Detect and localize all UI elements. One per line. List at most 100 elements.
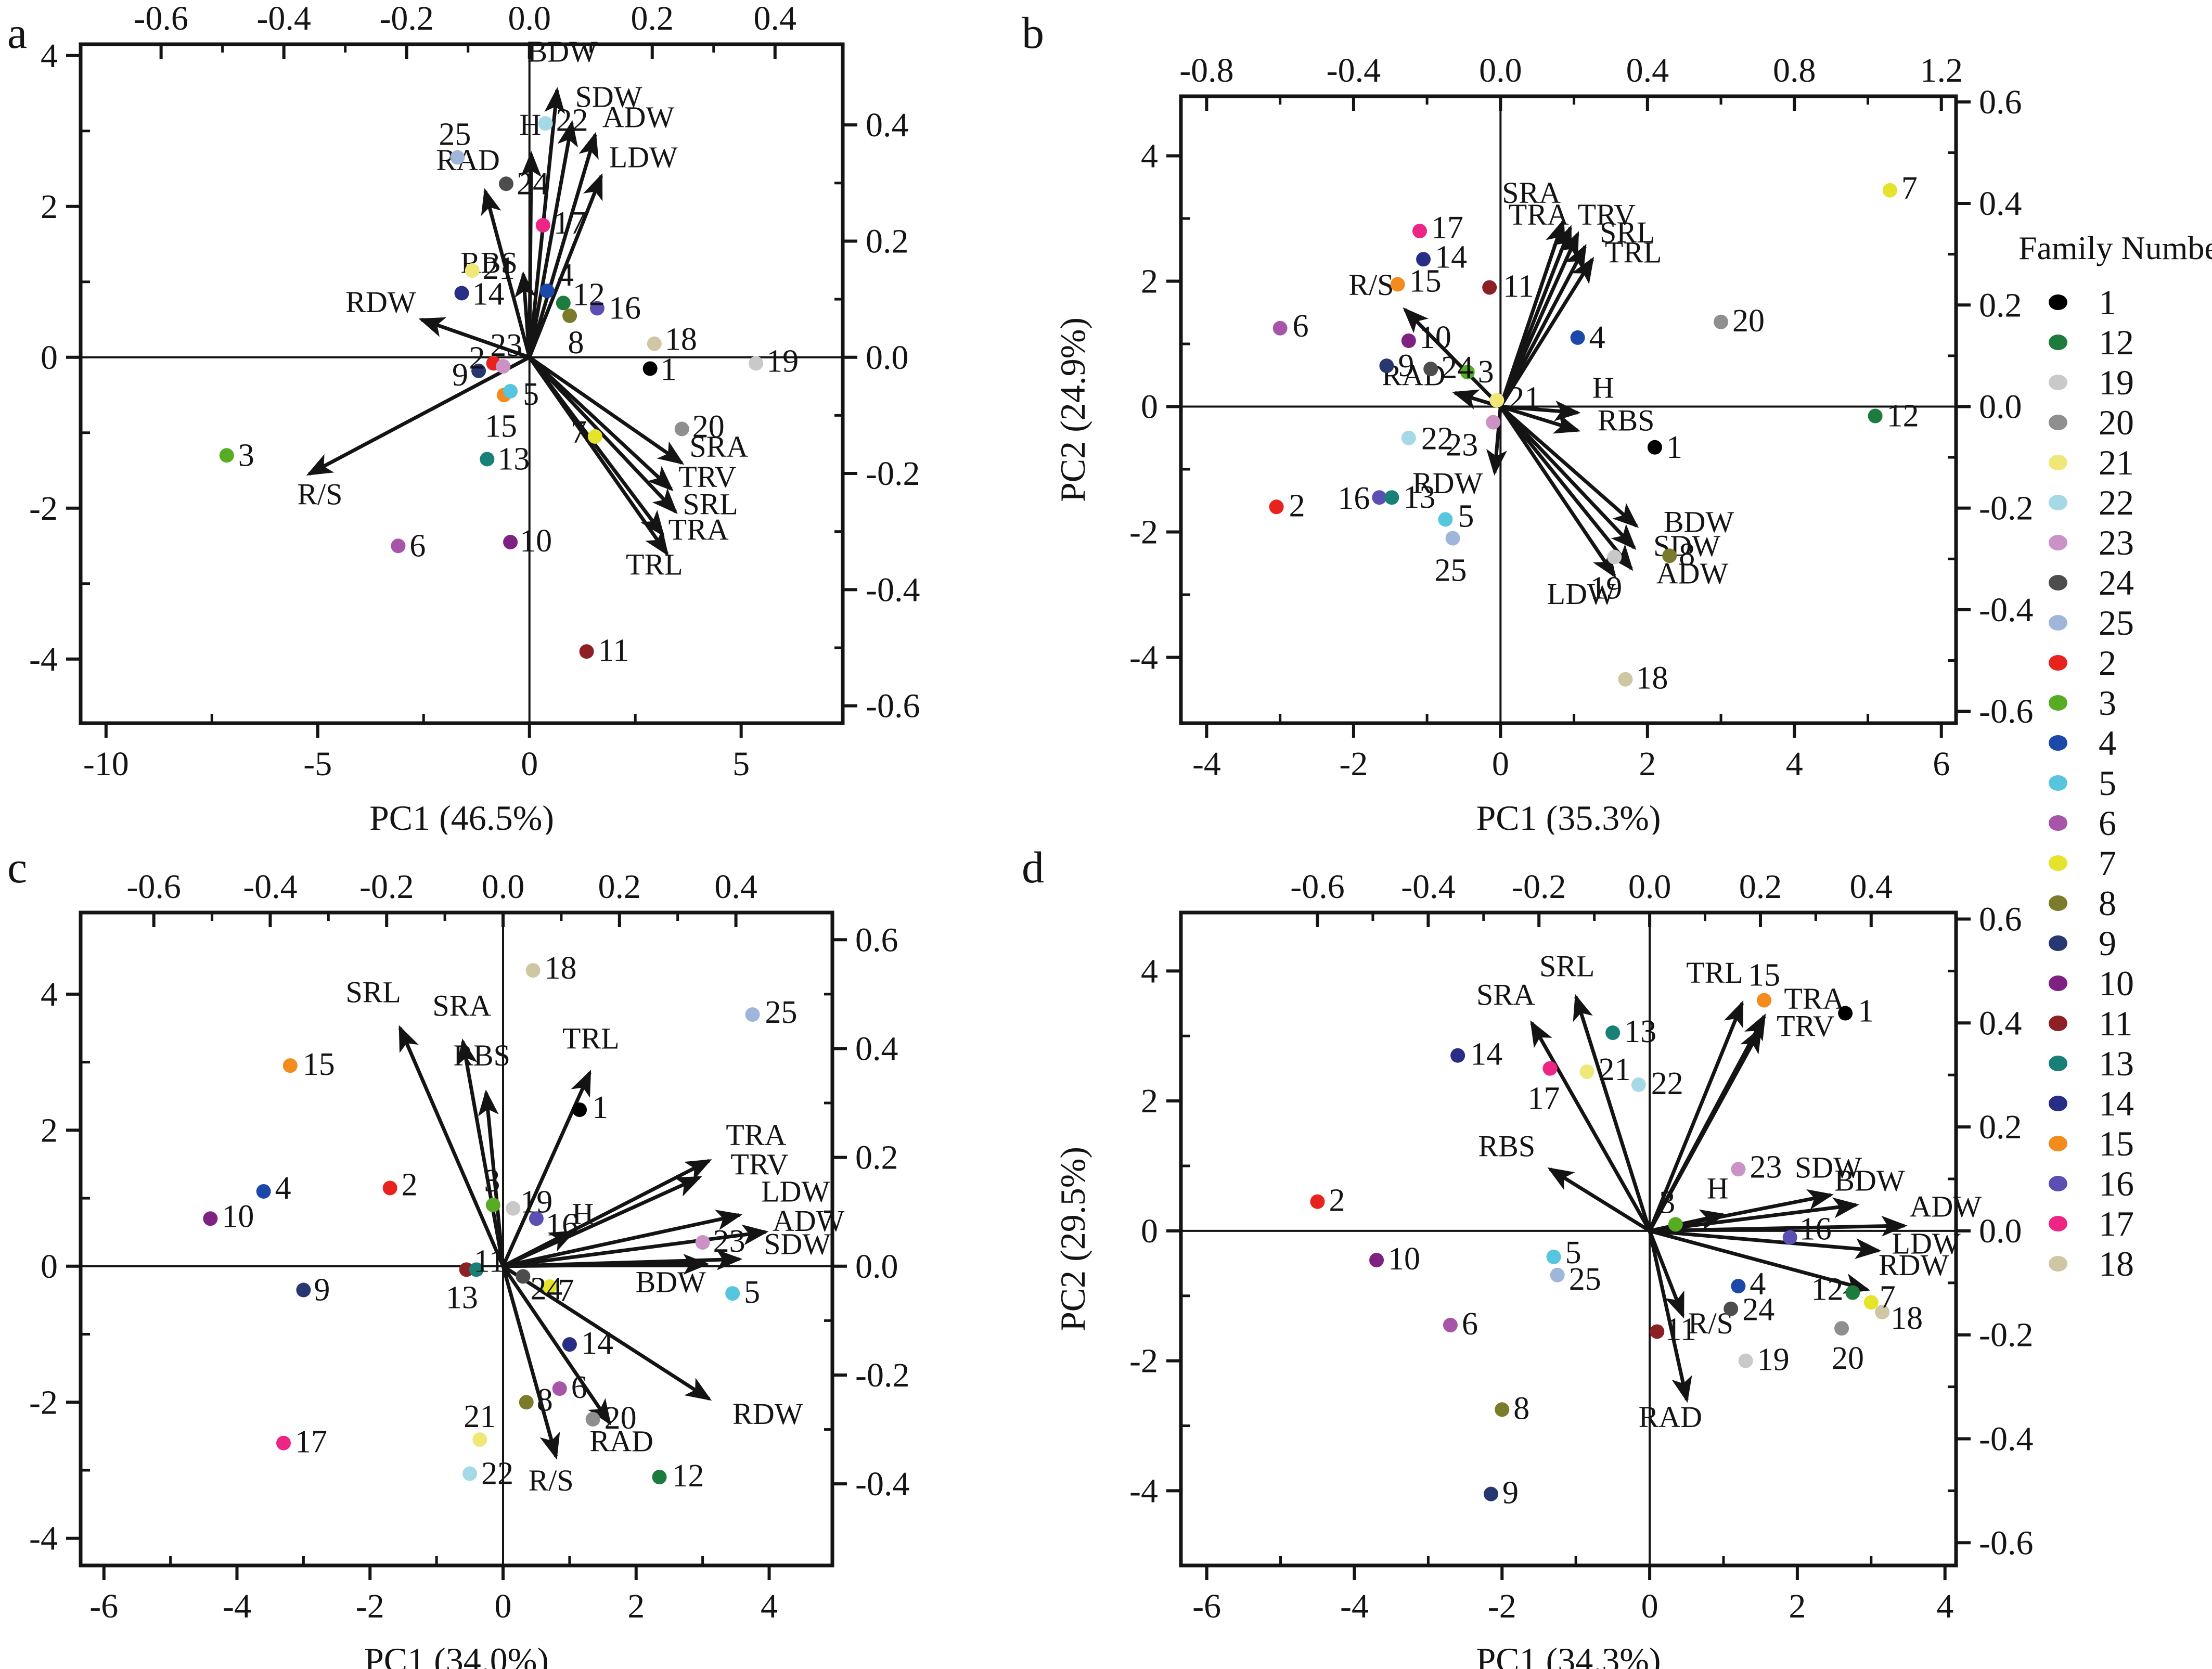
svg-text:0: 0 (41, 1248, 58, 1286)
family-point-label-6: 6 (409, 528, 426, 563)
svg-text:0.2: 0.2 (598, 868, 641, 906)
legend-item-7: 7 (2018, 843, 2212, 883)
svg-text:0.4: 0.4 (866, 106, 909, 144)
svg-text:-2: -2 (1339, 745, 1368, 783)
family-point-21 (472, 1432, 487, 1447)
family-point-label-5: 5 (1458, 498, 1474, 534)
svg-text:-4: -4 (1129, 638, 1158, 676)
svg-text:4: 4 (1141, 952, 1158, 990)
family-point-16 (589, 301, 605, 316)
family-point-label-12: 12 (1887, 399, 1919, 434)
family-point-label-7: 7 (571, 415, 587, 450)
svg-text:0.8: 0.8 (1773, 52, 1816, 89)
svg-text:-4: -4 (29, 1520, 58, 1558)
legend-dot-10 (2049, 975, 2067, 991)
family-point-21 (1579, 1064, 1594, 1079)
svg-text:-0.6: -0.6 (1979, 1524, 2033, 1562)
family-point-1 (1647, 440, 1662, 455)
svg-text:0.0: 0.0 (1979, 1212, 2022, 1250)
family-point-label-5: 5 (1565, 1235, 1581, 1270)
svg-text:-0.6: -0.6 (1290, 868, 1344, 906)
loading-arrow-SRA (456, 1038, 505, 1267)
svg-text:-4: -4 (1129, 1472, 1158, 1510)
loading-label-SRA: SRA (1476, 978, 1535, 1011)
svg-text:-2: -2 (1129, 1342, 1158, 1380)
svg-text:-0.4: -0.4 (243, 868, 297, 906)
family-point-19 (506, 1201, 521, 1216)
legend-label-4: 4 (2099, 723, 2116, 763)
svg-text:1.2: 1.2 (1920, 52, 1963, 89)
family-point-20 (674, 421, 689, 436)
legend-label-11: 11 (2099, 1003, 2133, 1043)
family-point-label-9: 9 (314, 1273, 330, 1308)
svg-text:-0.8: -0.8 (1179, 52, 1233, 89)
legend-dot-19 (2049, 374, 2067, 390)
svg-text:0.4: 0.4 (714, 868, 757, 906)
family-point-label-18: 18 (1636, 661, 1668, 696)
svg-text:0.6: 0.6 (1979, 900, 2022, 938)
family-point-25 (450, 150, 465, 165)
legend-item-1: 1 (2018, 282, 2212, 322)
svg-text:0: 0 (1492, 745, 1509, 783)
family-point-label-3: 3 (1478, 354, 1494, 390)
svg-text:0.2: 0.2 (855, 1139, 898, 1177)
loading-arrow-SDW (528, 120, 578, 358)
loading-arrow-RAD (1648, 1230, 1692, 1403)
loading-label-TRL: TRL (1686, 956, 1743, 990)
legend-dot-9 (2049, 935, 2067, 951)
family-point-8 (562, 309, 577, 323)
family-point-10 (1369, 1253, 1384, 1268)
svg-text:-0.2: -0.2 (1512, 868, 1566, 906)
family-point-label-13: 13 (1624, 1014, 1656, 1049)
loading-arrow-LDW (503, 1210, 743, 1268)
svg-text:0.2: 0.2 (631, 0, 674, 37)
panel-letter-d: d (1022, 842, 1044, 892)
svg-text:0.2: 0.2 (866, 222, 909, 260)
family-point-label-10: 10 (1388, 1241, 1420, 1277)
svg-text:-0.2: -0.2 (866, 455, 920, 493)
family-point-label-19: 19 (766, 343, 799, 379)
loading-label-TRL: TRL (1605, 235, 1662, 269)
loading-label-TRA: TRA (726, 1118, 786, 1152)
family-point-7 (542, 1279, 557, 1294)
legend-dot-13 (2049, 1055, 2067, 1071)
family-point-8 (1662, 548, 1677, 563)
svg-text:-2: -2 (29, 490, 58, 528)
svg-text:0.4: 0.4 (1850, 868, 1893, 906)
family-legend: Family Number 1 12 19 20 21 22 23 24 25 2 3 4 5 6 7 8 9 1… (2018, 229, 2212, 1283)
loading-label-SRL: SRL (1600, 215, 1655, 249)
family-point-label-11: 11 (598, 633, 629, 668)
loading-label-TRV: TRV (1777, 1009, 1834, 1043)
family-point-label-20: 20 (692, 409, 725, 445)
family-point-19 (749, 356, 764, 371)
svg-text:2: 2 (41, 188, 58, 226)
family-point-2 (1269, 499, 1284, 515)
svg-text:4: 4 (1786, 745, 1803, 783)
legend-item-20: 20 (2018, 402, 2212, 442)
loading-label-RAD: RAD (1639, 1400, 1702, 1434)
legend-label-25: 25 (2099, 602, 2134, 643)
loading-label-TRA: TRA (1784, 982, 1844, 1016)
loading-label-RS: R/S (1349, 268, 1394, 302)
loading-arrow-BDW (1649, 1197, 1860, 1233)
family-point-16 (1372, 490, 1387, 505)
family-point-10 (1401, 333, 1416, 348)
loading-label-LDW: LDW (609, 140, 678, 174)
loading-arrow-RAD (501, 1265, 612, 1426)
loading-label-TRA: TRA (668, 513, 729, 547)
loading-label-LDW: LDW (1892, 1227, 1961, 1261)
legend-dot-5 (2049, 775, 2067, 791)
legend-dot-16 (2049, 1175, 2067, 1191)
loading-label-RDW: RDW (1879, 1248, 1949, 1282)
family-point-label-23: 23 (490, 328, 522, 363)
family-point-label-14: 14 (472, 277, 505, 312)
family-point-20 (1714, 314, 1729, 329)
legend-label-1: 1 (2099, 282, 2116, 322)
loading-label-SRL: SRL (345, 975, 401, 1009)
family-point-label-4: 4 (1589, 320, 1605, 355)
family-point-label-21: 21 (1508, 380, 1540, 416)
family-point-20 (1834, 1321, 1849, 1336)
family-point-label-1: 1 (1858, 994, 1874, 1029)
legend-dot-12 (2049, 334, 2067, 350)
